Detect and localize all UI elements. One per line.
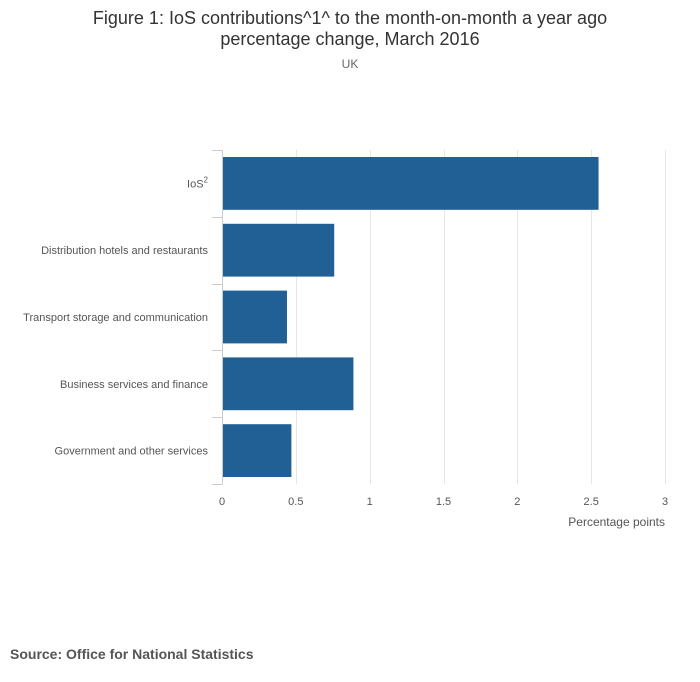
x-tick-label-3: 1.5	[436, 496, 451, 508]
category-label-4: Business services and finance	[60, 379, 208, 391]
bar-4	[223, 357, 354, 411]
chart-title: Figure 1: IoS contributions^1^ to the mo…	[0, 8, 700, 50]
x-tick-label-2: 1	[367, 496, 373, 508]
chart-title-line-2: percentage change, March 2016	[220, 29, 480, 49]
bar-3	[223, 290, 287, 344]
bar-5	[223, 424, 292, 477]
x-tick-label-4: 2	[514, 496, 520, 508]
category-label-1: IoS2	[187, 175, 209, 190]
category-label-5: Government and other services	[55, 446, 209, 458]
chart-subtitle: UK	[341, 57, 359, 71]
bar-2	[223, 223, 335, 277]
x-tick-label-1: 0.5	[288, 496, 303, 508]
chart-title-line-1: Figure 1: IoS contributions^1^ to the mo…	[92, 8, 608, 28]
x-axis-title: Percentage points	[568, 515, 665, 529]
x-tick-label-6: 3	[662, 496, 668, 508]
category-label-2: Distribution hotels and restaurants	[41, 245, 208, 257]
x-tick-label-5: 2.5	[584, 496, 599, 508]
category-label-3: Transport storage and communication	[23, 312, 208, 324]
bar-1	[223, 157, 599, 210]
x-tick-label-0: 0	[219, 496, 225, 508]
source-note: Source: Office for National Statistics	[10, 646, 254, 662]
